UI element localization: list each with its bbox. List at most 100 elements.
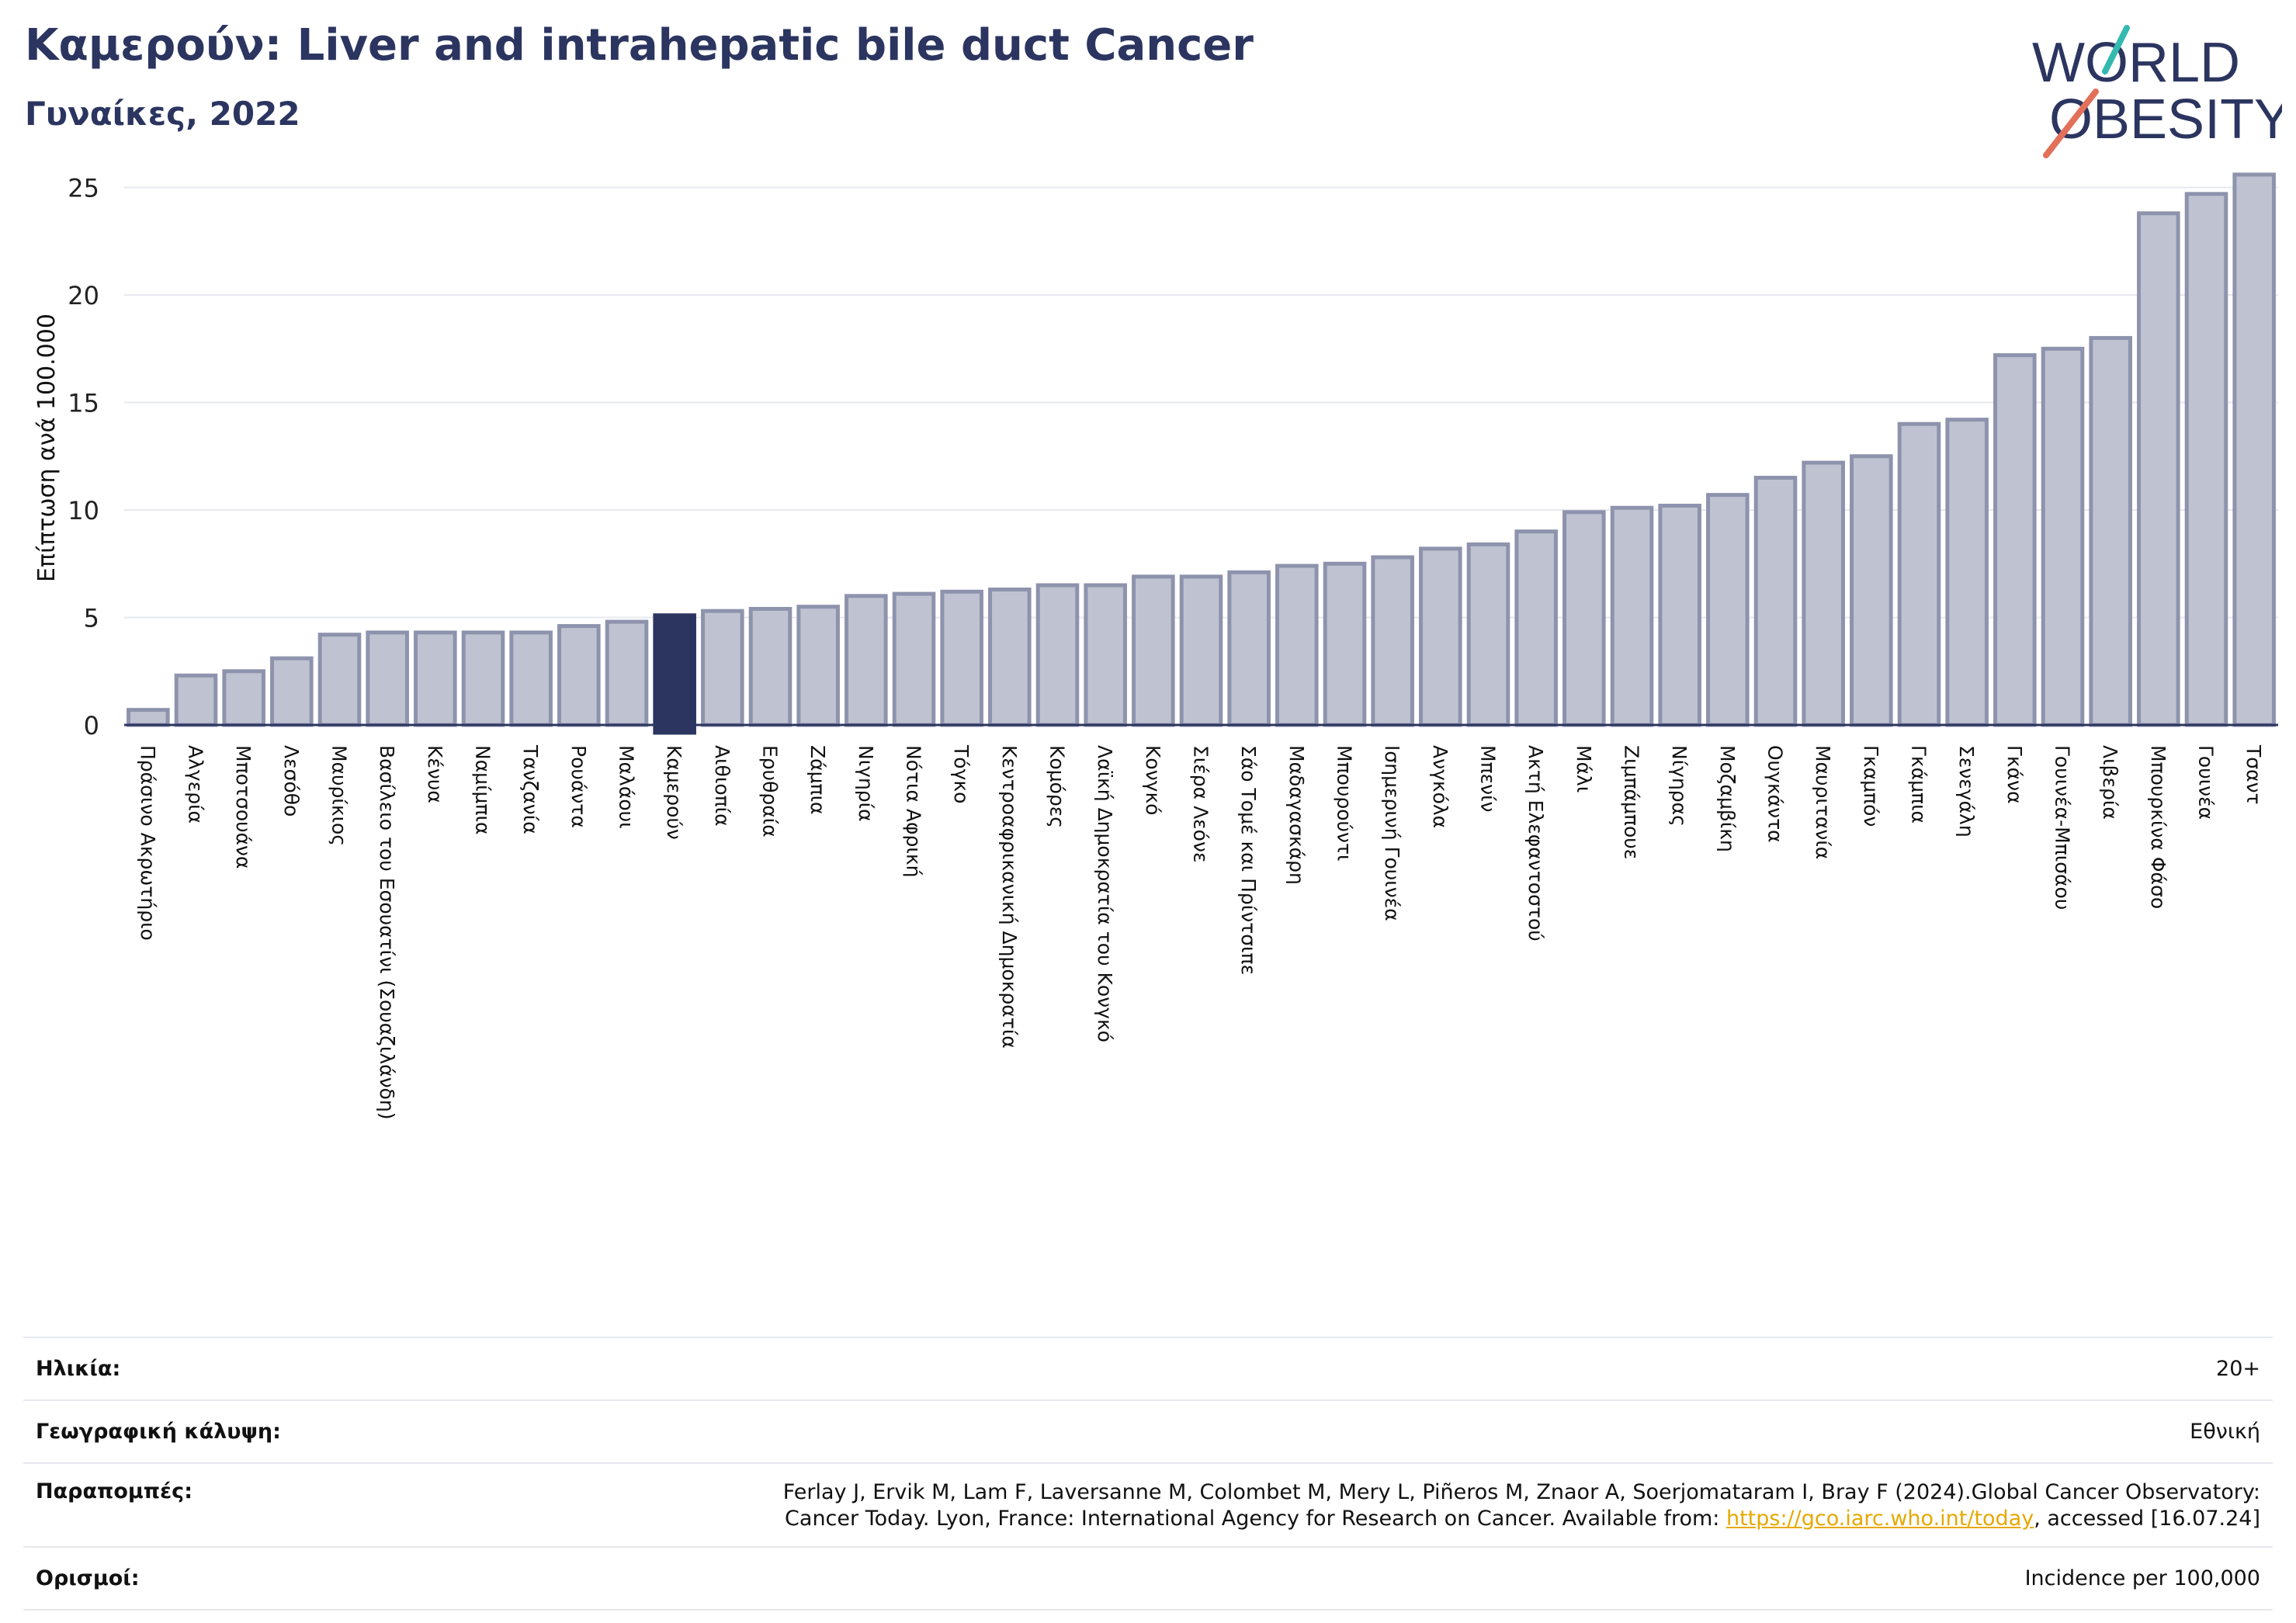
- y-axis-label: Επίπτωση ανά 100.000: [33, 314, 61, 582]
- bar: [1035, 583, 1080, 727]
- bar: [1706, 493, 1750, 727]
- references-line2-pre: Cancer Today. Lyon, France: Internationa…: [785, 1507, 1726, 1531]
- y-tick-label: 25: [68, 174, 99, 203]
- coverage-value: Εθνική: [2190, 1420, 2260, 1444]
- logo-line1: WORLD: [2032, 32, 2240, 94]
- bar: [317, 633, 362, 727]
- bar: [127, 708, 170, 727]
- bar: [2184, 192, 2228, 727]
- coverage-label: Γεωγραφική κάλυψη:: [36, 1420, 281, 1444]
- bar: [1658, 503, 1701, 727]
- info-row-coverage: Γεωγραφική κάλυψη: Εθνική: [23, 1399, 2273, 1462]
- bar: [940, 589, 983, 727]
- x-tick-label: Αλγερία: [185, 745, 207, 824]
- x-tick-label: Ζιμπάμπουε: [1621, 745, 1643, 859]
- y-tick-label: 5: [84, 604, 99, 633]
- bar: [1753, 475, 1798, 727]
- x-tick-label: Νότια Αφρική: [903, 745, 925, 877]
- bar: [2137, 211, 2180, 727]
- x-tick-label: Ρουάντα: [567, 745, 590, 828]
- logo-slash-coral: [2043, 88, 2099, 158]
- references-label: Παραπομπές:: [36, 1479, 192, 1503]
- bar: [1514, 529, 1558, 727]
- y-tick-label: 15: [68, 389, 99, 418]
- x-tick-label: Τανζανία: [519, 744, 542, 834]
- bar: [1084, 583, 1127, 727]
- info-table: Ηλικία: 20+ Γεωγραφική κάλυψη: Εθνική Πα…: [23, 1337, 2273, 1611]
- bar-chart: 0 5 10 15 20 25 Πράσινο Ακρωτήριο Αλγερία Μποτσ…: [33, 172, 2278, 1119]
- bar: [1897, 421, 1941, 727]
- bar: [414, 630, 457, 727]
- y-tick-label: 20: [68, 281, 99, 310]
- x-tick-label: Κένυα: [424, 745, 446, 803]
- x-tick-label: Μαλάουι: [616, 745, 638, 829]
- bar: [1802, 460, 1845, 727]
- bar: [1562, 510, 1606, 727]
- bar: [845, 594, 888, 727]
- x-tick-label: Ακτή Ελεφαντοστού: [1524, 745, 1547, 942]
- x-tick-label: Σιέρα Λεόνε: [1190, 745, 1212, 862]
- world-obesity-logo: WORLD OBESITY: [2032, 25, 2282, 158]
- x-tick-label: Μάλι: [1573, 745, 1595, 792]
- x-tick-label: Λιβερία: [2099, 745, 2121, 820]
- bar: [2232, 172, 2276, 727]
- bars: [127, 172, 2276, 735]
- info-row-references: Παραπομπές: Ferlay J, Ervik M, Lam F, La…: [23, 1462, 2273, 1546]
- x-tick-label: Μπουρούντι: [1334, 745, 1356, 862]
- bar: [461, 630, 505, 727]
- bar: [174, 673, 218, 727]
- references-value: Ferlay J, Ervik M, Lam F, Laversanne M, …: [783, 1479, 2260, 1532]
- x-tick-label: Νιγηρία: [855, 745, 877, 822]
- bar: [1993, 353, 2037, 727]
- bar: [2041, 346, 2085, 727]
- x-tick-label: Ναμίμπια: [472, 745, 494, 834]
- x-tick-label: Ανγκόλα: [1429, 745, 1451, 828]
- x-tick-label: Μπουρκίνα Φάσο: [2147, 745, 2169, 909]
- bar: [1132, 574, 1175, 727]
- references-line2-post: , accessed [16.07.24]: [2034, 1507, 2260, 1531]
- y-tick-label: 10: [68, 496, 99, 525]
- info-row-age: Ηλικία: 20+: [23, 1337, 2273, 1399]
- x-tick-label: Γουινέα-Μπισάου: [2051, 745, 2074, 910]
- bar: [796, 605, 840, 727]
- x-tick-label: Καμερούν: [663, 745, 685, 840]
- x-tick-label: Ζάμπια: [806, 745, 829, 815]
- x-tick-label: Βασίλειο του Εσουατίνι (Σουαζιλάνδη): [376, 745, 398, 1119]
- bar-highlighted: [653, 613, 696, 735]
- x-tick-label: Γκάνα: [2003, 745, 2026, 804]
- x-tick-label: Μπενίν: [1477, 745, 1500, 813]
- x-tick-label: Γκαμπόν: [1860, 745, 1882, 827]
- bar: [1945, 418, 1989, 727]
- definitions-value: Incidence per 100,000: [2024, 1566, 2260, 1590]
- x-tick-label: Μαυριτανία: [1812, 745, 1834, 859]
- x-tick-label: Λαϊκή Δημοκρατία του Κονγκό: [1094, 745, 1116, 1042]
- references-link[interactable]: https://gco.iarc.who.int/today: [1725, 1507, 2034, 1531]
- age-label: Ηλικία:: [36, 1357, 121, 1381]
- bar: [557, 624, 601, 727]
- bar: [509, 630, 553, 727]
- logo-slash-teal: [2102, 25, 2130, 75]
- info-row-definitions: Ορισμοί: Incidence per 100,000: [23, 1546, 2273, 1611]
- x-tick-label: Αιθιοπία: [711, 745, 734, 827]
- y-axis-ticks: 0 5 10 15 20 25: [68, 174, 99, 740]
- x-tick-label: Ισημερινή Γουινέα: [1381, 745, 1403, 921]
- bar: [1323, 561, 1367, 727]
- x-tick-label: Γουινέα: [2195, 745, 2218, 820]
- x-tick-label: Μοζαμβίκη: [1716, 745, 1739, 852]
- x-tick-label: Κονγκό: [1142, 745, 1164, 815]
- x-tick-label: Γκάμπια: [1908, 745, 1930, 824]
- bar: [1227, 570, 1271, 727]
- x-tick-label: Μποτσουάνα: [232, 745, 255, 869]
- x-axis-labels: Πράσινο Ακρωτήριο Αλγερία Μποτσουάνα Λεσόθο…: [137, 744, 2265, 1119]
- bar: [1610, 505, 1654, 727]
- x-tick-label: Τόγκο: [950, 744, 973, 803]
- x-tick-label: Κεντροαφρικανική Δημοκρατία: [998, 745, 1021, 1049]
- bar: [605, 619, 649, 727]
- bar: [1275, 564, 1319, 727]
- bar: [2089, 335, 2132, 727]
- x-tick-label: Πράσινο Ακρωτήριο: [137, 745, 159, 941]
- references-line1: Ferlay J, Ervik M, Lam F, Laversanne M, …: [782, 1480, 2260, 1504]
- chart-title: Καμερούν: Liver and intrahepatic bile du…: [25, 20, 1254, 71]
- x-tick-label: Ουγκάντα: [1764, 745, 1787, 843]
- x-tick-label: Κομόρες: [1046, 745, 1069, 828]
